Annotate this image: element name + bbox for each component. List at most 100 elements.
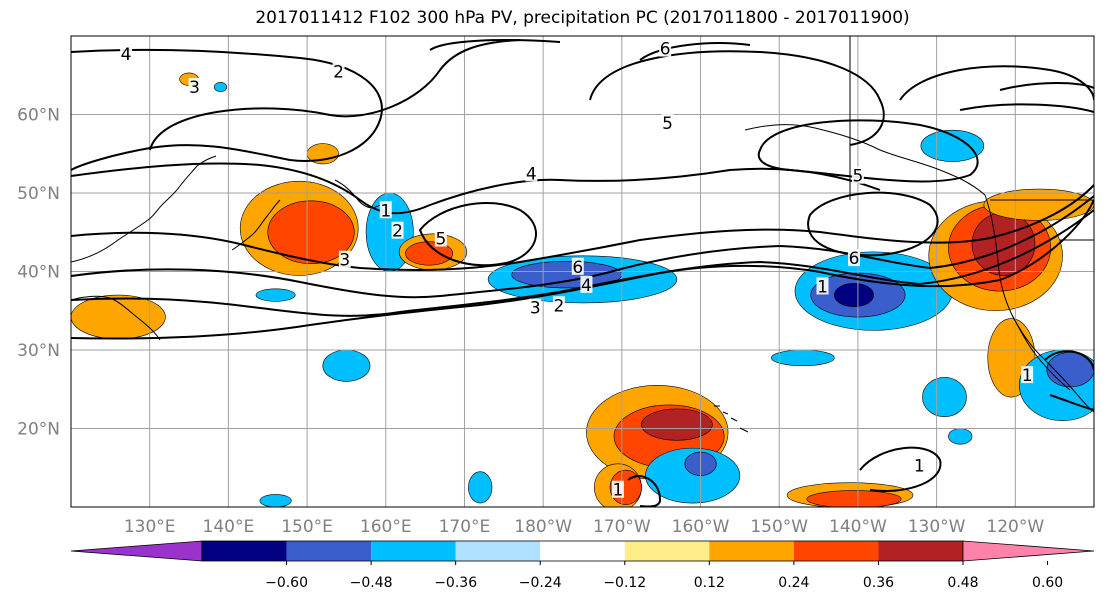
colorbar-segment [878, 541, 963, 561]
colorbar-tick-label: 0.60 [1032, 575, 1063, 591]
colorbar-tick-label: −0.36 [434, 575, 477, 591]
contour-label: 3 [530, 299, 541, 319]
pv-contour-north-4 [589, 50, 885, 146]
contour-label-bg [847, 249, 860, 267]
colorbar-segment [286, 541, 372, 561]
colorbar-segment [540, 541, 625, 561]
lon-label: 180°W [514, 517, 572, 537]
pv-contour-small-1 [859, 446, 942, 492]
colorbar-tick-label: −0.24 [519, 575, 562, 591]
pv-contour-north-2 [71, 162, 881, 215]
precip-fill-22 [948, 428, 973, 445]
contour-label: 5 [662, 114, 673, 134]
coastline-japan [231, 199, 281, 251]
colorbar-segment [793, 541, 879, 561]
lon-label: 150°E [281, 517, 333, 537]
contour-label-bg [434, 229, 447, 247]
contour-label-bg [529, 298, 542, 316]
pv-contour-3 [71, 209, 1094, 317]
lat-label: 20°N [17, 420, 60, 440]
precip-fill-25 [641, 408, 713, 441]
contour-label: 2 [392, 222, 403, 242]
precip-fill-36 [255, 288, 296, 302]
precip-fill-5 [405, 241, 453, 266]
precip-fill-9 [71, 294, 166, 340]
coastline-alaska [744, 124, 986, 196]
precipitation-pc-fills [71, 72, 1094, 507]
lon-label: 160°E [360, 517, 412, 537]
pv-contour-5 [71, 184, 1094, 271]
lon-label: 120°W [986, 517, 1044, 537]
contour-label: 1 [380, 201, 391, 221]
contour-label: 6 [572, 258, 583, 278]
pv-contour-small-3 [1044, 350, 1094, 411]
contour-label-bg [120, 45, 133, 63]
colorbar-tick-label: −0.48 [350, 575, 393, 591]
lon-label: 140°W [829, 517, 887, 537]
contour-label: 4 [581, 276, 592, 296]
contour-label-bg [611, 480, 624, 498]
contour-label-bg [391, 221, 404, 239]
contour-label-bg [332, 62, 345, 80]
contour-label-bg [661, 114, 674, 132]
contour-label-bg [188, 78, 201, 96]
lon-label: 160°W [672, 517, 730, 537]
colorbar-tick-label: 0.36 [863, 575, 894, 591]
contour-label-bg [580, 275, 593, 293]
precip-fill-31 [806, 490, 902, 507]
contour-label-bg [851, 166, 864, 184]
contour-label: 2 [333, 62, 344, 82]
contour-label-bg [659, 39, 672, 57]
colorbar-segment [709, 541, 794, 561]
gridlines [71, 36, 1094, 507]
lat-label: 50°N [17, 184, 60, 204]
contour-label: 1 [612, 481, 623, 501]
contour-label: 1 [817, 277, 828, 297]
colorbar-tick-label: 0.48 [947, 575, 978, 591]
lon-label: 140°E [203, 517, 255, 537]
colorbar-extend-high [962, 540, 1095, 562]
colorbar-segment [624, 541, 710, 561]
contour-label-bg [913, 456, 926, 474]
lon-label: 130°W [908, 517, 966, 537]
coastline-baja [1011, 314, 1071, 391]
coastline-north-america [984, 194, 1094, 413]
contour-label: 3 [189, 78, 200, 98]
contour-label: 1 [1022, 366, 1033, 386]
longitude-labels: 130°E 140°E 150°E 160°E 170°E 180°W 170°W 160°W… [124, 517, 1045, 537]
lat-label: 60°N [17, 106, 60, 126]
contour-label-bg [552, 296, 565, 314]
contour-label: 6 [849, 249, 860, 269]
contour-label: 1 [914, 456, 925, 476]
pv-contour-4 [71, 195, 1094, 299]
contour-label-bg [338, 250, 351, 268]
colorbar-tick-label: −0.12 [603, 575, 646, 591]
precip-fill-17 [983, 188, 1094, 221]
hawaii-islands [714, 405, 749, 433]
precip-fill-34 [213, 82, 228, 93]
pv-contour-north-3 [149, 39, 521, 151]
colorbar-extend-low [70, 540, 203, 562]
map-title: 2017011412 F102 300 hPa PV, precipitatio… [255, 8, 910, 28]
precip-fill-1 [267, 200, 355, 264]
pv-contours [71, 39, 1094, 507]
contour-label: 3 [339, 251, 350, 271]
coastline-china [71, 295, 161, 341]
precip-fill-32 [468, 471, 493, 504]
lat-label: 40°N [17, 263, 60, 283]
precip-fill-8 [322, 349, 371, 382]
map-frame [70, 35, 1095, 508]
contour-label: 4 [526, 164, 537, 184]
lon-label: 130°E [124, 517, 176, 537]
lon-label: 150°W [750, 517, 808, 537]
colorbar-tick-label: 0.24 [778, 575, 809, 591]
lon-label: 170°W [593, 517, 651, 537]
colorbar-segment [202, 541, 287, 561]
lat-label: 30°N [17, 341, 60, 361]
pv-contour-6-east [807, 191, 939, 257]
precip-fill-16 [971, 212, 1036, 276]
contour-label-bg [571, 257, 584, 275]
contour-label: 5 [435, 230, 446, 250]
